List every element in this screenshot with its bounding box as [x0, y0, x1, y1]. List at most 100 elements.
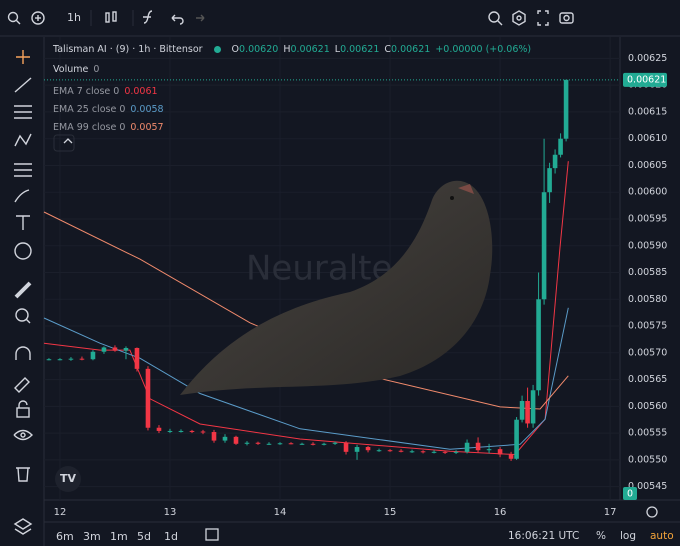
projection-tool[interactable]	[14, 163, 32, 177]
timeframe-button[interactable]: 1m	[110, 530, 128, 543]
candle-body	[211, 432, 217, 441]
date-range-icon[interactable]	[205, 528, 219, 541]
y-tick-label: 0.00595	[628, 213, 667, 224]
y-tick-label: 0.00575	[628, 321, 667, 332]
candle-body	[536, 299, 541, 391]
last-price-label: 0.00621	[627, 74, 666, 85]
ohlc-key: C	[384, 44, 392, 55]
emoji-tool[interactable]	[14, 242, 32, 260]
plot	[43, 79, 620, 461]
ema-legend-row: EMA 99 close 0 0.0057	[53, 118, 164, 136]
drawing-tools	[13, 50, 33, 535]
candle-body	[244, 442, 250, 444]
indicator-icon[interactable]	[143, 10, 153, 24]
tv-logo[interactable]	[55, 466, 81, 492]
scale-button[interactable]: log	[619, 530, 636, 542]
ema-name: EMA 7 close 0	[53, 85, 120, 97]
x-tick-label: 17	[604, 507, 617, 518]
crosshair-tool[interactable]	[16, 50, 30, 64]
symbol-title: Talisman AI · (9) · 1h · Bittensor	[53, 44, 203, 55]
candle-body	[514, 419, 519, 459]
ohlc-item: H 0.00621	[283, 44, 329, 55]
candle-body	[46, 359, 52, 361]
pattern-tool[interactable]	[14, 133, 32, 147]
candle-body	[519, 400, 525, 420]
x-tick-label: 12	[54, 507, 67, 518]
candle-type-icon[interactable]	[105, 12, 110, 23]
collapse-legend[interactable]	[63, 138, 73, 144]
collapse-button[interactable]	[53, 134, 75, 152]
search-icon[interactable]	[7, 11, 19, 23]
delete-tool[interactable]	[16, 467, 30, 482]
candle-body	[387, 450, 393, 452]
settings-icon[interactable]	[512, 10, 526, 26]
add-icon[interactable]	[31, 11, 45, 25]
y-tick-label: 0.00625	[628, 53, 667, 64]
ohlc-item: C 0.00621	[384, 44, 430, 55]
candle-body	[431, 451, 437, 453]
timeframe-button[interactable]: 1d	[164, 530, 178, 543]
ohlc-value: 0.00621	[391, 44, 431, 55]
seal-mouth	[458, 184, 474, 194]
fib-tool[interactable]	[14, 105, 32, 119]
scale-button[interactable]: auto	[650, 530, 674, 542]
visibility-tool[interactable]	[13, 429, 33, 441]
seal-image	[180, 180, 493, 395]
ema-legend: EMA 7 close 0 0.0061 EMA 25 close 0 0.0058 E…	[53, 82, 164, 136]
zoom-tool[interactable]	[15, 308, 29, 322]
candle-body	[90, 351, 96, 360]
candle-body	[508, 454, 514, 459]
candle-body	[475, 442, 481, 451]
scale-button[interactable]: %	[596, 530, 606, 542]
timeframe-button[interactable]: 5d	[137, 530, 151, 543]
axis-icons	[63, 138, 658, 541]
timeframe-bar: 6m 3m 1m 5d 1d	[56, 530, 191, 543]
volume-label: Volume	[53, 64, 89, 75]
magnet-tool[interactable]	[15, 346, 31, 360]
snapshot-icon[interactable]	[559, 12, 574, 24]
volume-box	[623, 487, 637, 500]
x-tick-label: 13	[164, 507, 177, 518]
axis-settings[interactable]	[646, 506, 658, 518]
scale-buttons: % log auto	[596, 530, 674, 542]
brush-tool[interactable]	[14, 189, 30, 203]
candle-body	[233, 436, 239, 444]
ohlc-value: 0.00620	[239, 44, 279, 55]
grid	[44, 37, 620, 500]
volume-value: 0	[93, 64, 100, 75]
redo-icon[interactable]	[196, 14, 205, 22]
ohlc-item: L 0.00621	[335, 44, 380, 55]
timeframe-button[interactable]: 3m	[83, 530, 101, 543]
y-tick-label: 0.00585	[628, 267, 667, 278]
candle-body	[409, 451, 415, 453]
ruler-tool[interactable]	[14, 281, 32, 299]
legend-header: Talisman AI · (9) · 1h · Bittensor O 0.00…	[53, 44, 531, 55]
replay-icon[interactable]	[488, 11, 500, 23]
object-tree[interactable]	[13, 518, 33, 535]
price-axis	[621, 37, 680, 500]
lock-tool[interactable]	[16, 407, 30, 418]
text-tool[interactable]	[16, 215, 30, 230]
y-tick-label: 0.00565	[628, 374, 667, 385]
ohlc-value: 0.00621	[340, 44, 380, 55]
candle-body	[365, 447, 371, 451]
last-price-box	[623, 72, 667, 87]
change: +0.00000 (+0.06%)	[435, 44, 532, 55]
trendline-tool[interactable]	[14, 77, 32, 93]
candle-body	[288, 443, 294, 445]
ema-name: EMA 99 close 0	[53, 121, 126, 133]
lock-drawing-tool[interactable]	[14, 377, 30, 393]
interval-button[interactable]: 1h	[67, 11, 81, 24]
undo-icon[interactable]	[171, 14, 184, 25]
fullscreen-icon[interactable]	[537, 10, 549, 26]
volume-axis-label: 0	[627, 489, 633, 500]
timeframe-button[interactable]: 6m	[56, 530, 74, 543]
candle-body	[332, 442, 338, 444]
candle-body	[525, 400, 530, 424]
ema-value: 0.0061	[124, 85, 158, 97]
ema-legend-row: EMA 25 close 0 0.0058	[53, 100, 164, 118]
candle-body	[541, 192, 547, 300]
candle-body	[145, 368, 151, 428]
